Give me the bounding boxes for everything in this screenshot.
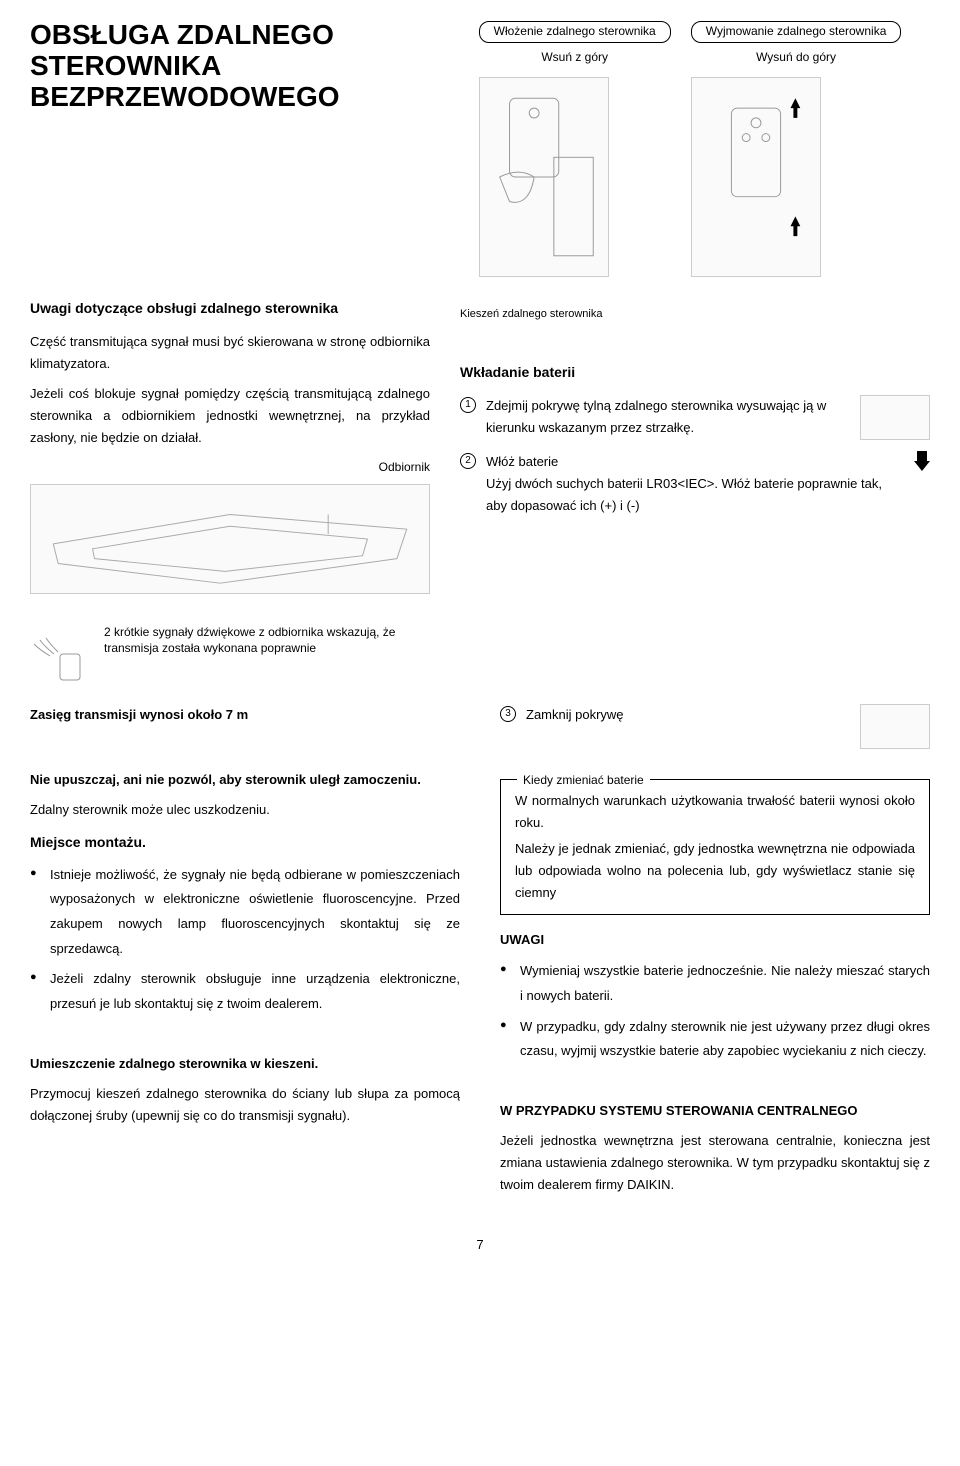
step-1-num: 1: [460, 397, 476, 413]
page-title: OBSŁUGA ZDALNEGO STEROWNIKA BEZPRZEWODOW…: [30, 20, 430, 112]
page-number: 7: [30, 1234, 930, 1256]
step-2-num: 2: [460, 453, 476, 469]
step-3-num: 3: [500, 706, 516, 722]
left-bullet-2: Jeżeli zdalny sterownik obsługuje inne u…: [30, 967, 460, 1016]
uwagi-2: W przypadku, gdy zdalny sterownik nie je…: [500, 1015, 930, 1064]
box-legend: Kiedy zmieniać baterie: [517, 770, 650, 790]
mount-heading: Miejsce montażu.: [30, 831, 460, 855]
signal-text: 2 krótkie sygnały dźwiękowe z odbiornika…: [104, 624, 430, 658]
notes-p1: Część transmitująca sygnał musi być skie…: [30, 331, 430, 375]
pocket-label: Kieszeń zdalnego sterownika: [460, 307, 602, 321]
battery-change-box: Kiedy zmieniać baterie W normalnych waru…: [500, 779, 930, 915]
left-p2: Zdalny sterownik może ulec uszkodzeniu.: [30, 799, 460, 821]
box-p1: W normalnych warunkach użytkowania trwał…: [515, 790, 915, 834]
place-heading: Umieszczenie zdalnego sterownika w kiesz…: [30, 1053, 460, 1075]
uwagi-heading: UWAGI: [500, 929, 930, 951]
left-p1: Nie upuszczaj, ani nie pozwól, aby stero…: [30, 769, 460, 791]
remove-diagram: [691, 77, 821, 277]
left-bullet-1: Istnieje możliwość, że sygnały nie będą …: [30, 863, 460, 962]
step-3-text: Zamknij pokrywę: [526, 704, 850, 726]
arrow-down-icon: [914, 451, 930, 471]
notes-p2: Jeżeli coś blokuje sygnał pomiędzy częśc…: [30, 383, 430, 449]
signal-icon: [30, 624, 90, 684]
battery-img-1: [860, 395, 930, 440]
box-p2: Należy je jednak zmieniać, gdy jednostka…: [515, 838, 915, 904]
insert-sub: Wsuń z góry: [479, 47, 671, 67]
receiver-label: Odbiornik: [30, 457, 430, 477]
receiver-diagram: [30, 484, 430, 594]
central-body: Jeżeli jednostka wewnętrzna jest sterowa…: [500, 1130, 930, 1196]
uwagi-1: Wymieniaj wszystkie baterie jednocześnie…: [500, 959, 930, 1008]
step-1-text: Zdejmij pokrywę tylną zdalnego sterownik…: [486, 395, 850, 439]
place-body: Przymocuj kieszeń zdalnego sterownika do…: [30, 1083, 460, 1127]
range-text: Zasięg transmisji wynosi około 7 m: [30, 704, 460, 726]
remove-sub: Wysuń do góry: [691, 47, 902, 67]
insert-diagram: [479, 77, 609, 277]
central-heading: W PRZYPADKU SYSTEMU STEROWANIA CENTRALNE…: [500, 1100, 930, 1122]
insert-label: Włożenie zdalnego sterownika: [479, 21, 671, 43]
battery-img-2: [860, 704, 930, 749]
remove-label: Wyjmowanie zdalnego sterownika: [691, 21, 902, 43]
notes-heading: Uwagi dotyczące obsługi zdalnego sterown…: [30, 297, 430, 321]
step-2-title: Włóż baterie: [486, 454, 558, 469]
step-2-body: Użyj dwóch suchych baterii LR03<IEC>. Wł…: [486, 476, 882, 513]
battery-heading: Wkładanie baterii: [460, 361, 930, 385]
